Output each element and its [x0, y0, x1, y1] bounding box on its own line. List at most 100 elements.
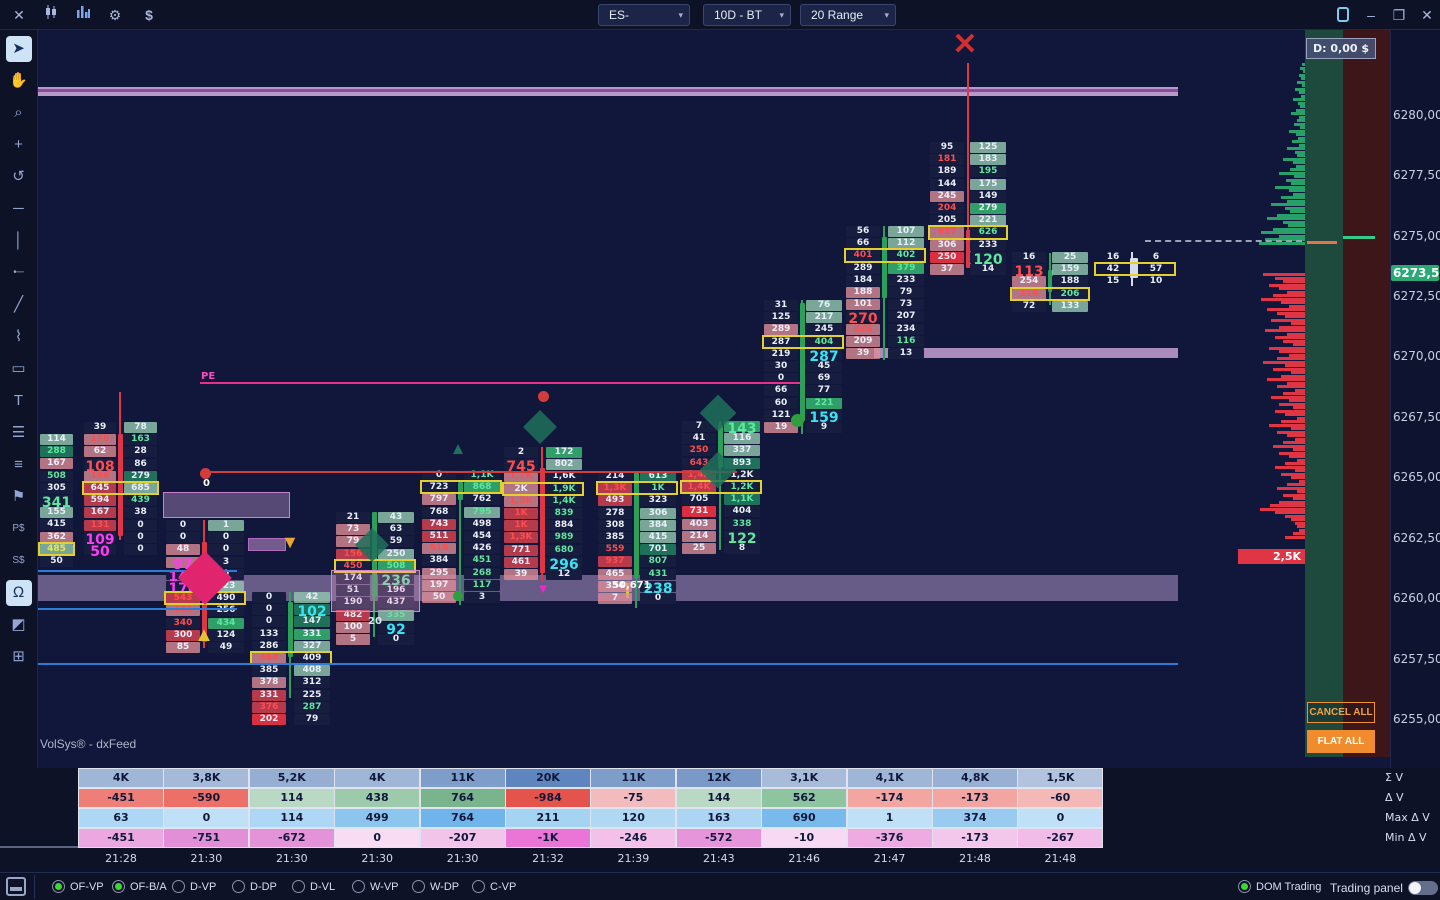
restore-icon[interactable]: ❐	[1392, 7, 1406, 23]
range-dropdown[interactable]: 20 Range ▾	[800, 4, 896, 26]
mode-radio-wdp[interactable]: W-DP	[412, 880, 459, 893]
mode-radio-wvp[interactable]: W-VP	[352, 880, 399, 893]
tool-ruler-lines-icon[interactable]: ☰	[11, 424, 26, 441]
dom-buy-column[interactable]	[1305, 30, 1343, 757]
overlay-line[interactable]	[1343, 236, 1375, 239]
price-tick-label: 6275,00	[1393, 229, 1440, 243]
overlay-line[interactable]	[1145, 240, 1302, 242]
close-chart-icon[interactable]: ✕	[13, 7, 25, 23]
footprint-cell: 221	[970, 215, 1006, 227]
profile-bar-sell	[1275, 465, 1305, 469]
tool-hand-icon[interactable]: ✋	[9, 72, 28, 89]
radio-dot	[1238, 880, 1251, 893]
depth-dropdown[interactable]: 10D - BT ▾	[703, 4, 791, 26]
profile-bar-sell	[1285, 364, 1305, 367]
footprint-cell: 1,5K	[504, 495, 538, 507]
tool-eraser-icon[interactable]: ◩	[11, 616, 26, 633]
overlay-line[interactable]	[1307, 241, 1337, 244]
footprint-cell: 116	[724, 433, 760, 445]
panel-mode-icon[interactable]	[1332, 4, 1354, 26]
footprint-cell: 209	[846, 335, 880, 347]
tool-rotate-icon[interactable]: ↺	[12, 168, 25, 185]
price-tick-label: 6260,00	[1393, 591, 1440, 605]
min-delta-cell: -246	[590, 828, 677, 848]
tool-cursor-icon[interactable]: ➤	[5, 36, 32, 62]
cancel-all-button[interactable]: CANCEL ALL	[1307, 702, 1375, 723]
mode-radio-cvp[interactable]: C-VP	[472, 880, 516, 893]
footprint-cell: 174	[336, 573, 370, 584]
dom-sell-column[interactable]	[1343, 30, 1390, 757]
footprint-cell: 559	[598, 544, 632, 556]
footprint-cell: 508	[40, 470, 73, 482]
tool-crosshair-icon[interactable]: +	[14, 136, 23, 153]
overlay-line[interactable]	[205, 471, 737, 473]
footprint-cell: 8	[724, 543, 760, 554]
footprint-cell: 183	[970, 154, 1006, 166]
profile-bar-buy	[1275, 185, 1305, 189]
candle-body	[800, 303, 805, 421]
footprint-cell: 124	[208, 629, 244, 641]
time-label: 21:47	[873, 852, 906, 865]
settings-gear-icon[interactable]: ⚙	[108, 7, 122, 23]
footprint-cell: 384	[640, 519, 676, 531]
profile-bar-buy	[1292, 140, 1305, 143]
overlay-line[interactable]	[200, 382, 800, 384]
tool-rectangle-icon[interactable]: ▭	[11, 360, 26, 377]
footprint-cell: 206	[1052, 288, 1088, 300]
close-window-icon[interactable]: ✕	[1421, 7, 1433, 23]
profile-bar-sell	[1287, 332, 1305, 336]
tool-horizontal-ray-icon[interactable]: •─	[13, 267, 24, 278]
tool-horizontal-line-icon[interactable]: ─	[13, 200, 24, 217]
histogram-icon[interactable]	[72, 4, 94, 26]
minimize-icon[interactable]: –	[1367, 7, 1375, 23]
profile-bar-buy	[1271, 203, 1305, 206]
footprint-cell: 289	[764, 324, 798, 336]
overlay-line[interactable]	[38, 570, 237, 572]
scrollbar-track[interactable]	[0, 846, 78, 848]
tool-text-icon[interactable]: T	[13, 392, 24, 409]
dollar-icon[interactable]: $	[145, 7, 153, 23]
tool-menu-lines-icon[interactable]: ≡	[14, 456, 23, 473]
trading-panel-toggle[interactable]	[1408, 881, 1438, 895]
max-delta-cell: 120	[590, 808, 677, 828]
footprint-cell: 308	[598, 519, 632, 531]
tool-add-shape-icon[interactable]: ⊞	[12, 648, 25, 665]
instrument-dropdown[interactable]: ES-202509 ▾	[598, 4, 690, 42]
min-delta-cell: -10	[761, 828, 848, 848]
tool-trend-line-icon[interactable]: ╱	[13, 296, 24, 313]
radio-dot	[232, 880, 245, 893]
footprint-cell: 79	[336, 536, 370, 548]
depth-value: 10D - BT	[714, 8, 763, 22]
tool-brush-icon[interactable]: ⚑	[11, 488, 26, 505]
dom-trading-radio[interactable]: DOM Trading	[1238, 880, 1321, 893]
footprint-chart[interactable]: VolSys® - dxFeed 114 288 167 508 305 341 155 41…	[38, 30, 1390, 768]
overlay-line[interactable]	[38, 663, 1178, 665]
overlay-line[interactable]	[38, 608, 237, 610]
price-axis[interactable]: 6280,00 6277,50 6275,00 6273,50 6272,50 6270,…	[1390, 30, 1440, 787]
tool-magnet-icon[interactable]: Ω	[5, 580, 32, 606]
time-label: 21:28	[105, 852, 137, 865]
monitor-icon[interactable]	[6, 877, 26, 896]
footprint-cell: 112	[888, 238, 924, 250]
mode-radio-ddp[interactable]: D-DP	[232, 880, 277, 893]
mode-radio-dvp[interactable]: D-VP	[172, 880, 216, 893]
flat-all-button[interactable]: FLAT ALL	[1307, 730, 1375, 753]
footprint-cell: 13	[888, 348, 924, 359]
tool-zoom-icon[interactable]: ⌕	[14, 104, 23, 121]
footprint-cell: 10	[1149, 276, 1163, 287]
mode-radio-ofvp[interactable]: OF-VP	[52, 880, 104, 893]
candlestick-chart-icon[interactable]	[40, 4, 62, 26]
tool-vertical-line-icon[interactable]: │	[13, 232, 24, 249]
footprint-cell: 490	[208, 593, 244, 605]
profile-bar-sell	[1293, 497, 1305, 500]
tool-polyline-icon[interactable]: ⌇	[14, 328, 23, 345]
footprint-cell: 434	[208, 617, 244, 629]
mode-radio-ofba[interactable]: OF-B/A	[112, 880, 167, 893]
mode-radio-dvl[interactable]: D-VL	[292, 880, 335, 893]
tool-stop-order-icon[interactable]: S$	[12, 555, 25, 566]
profile-bar-sell	[1297, 525, 1305, 528]
tool-profit-order-icon[interactable]: P$	[12, 523, 25, 534]
footprint-cell: 385	[598, 532, 632, 543]
profile-bar-buy	[1298, 136, 1305, 140]
